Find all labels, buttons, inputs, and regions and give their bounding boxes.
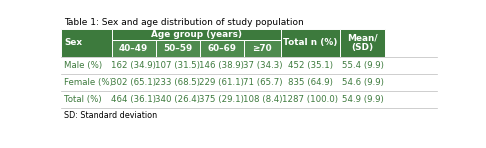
Bar (112, 40, 156, 57)
Text: 229 (61.1): 229 (61.1) (199, 78, 244, 87)
Text: 302 (65.1): 302 (65.1) (111, 78, 156, 87)
Text: 55.4 (9.9): 55.4 (9.9) (342, 61, 383, 70)
Text: 1287 (100.0): 1287 (100.0) (282, 95, 338, 104)
Bar (244, 40, 281, 57)
Bar (112, 57, 156, 74)
Bar (200, 57, 244, 74)
Bar (61, 57, 112, 74)
Bar (156, 91, 200, 108)
Bar (156, 40, 200, 57)
Text: 107 (31.5): 107 (31.5) (155, 61, 200, 70)
Text: Total n (%): Total n (%) (283, 38, 338, 47)
Text: 233 (68.5): 233 (68.5) (155, 78, 200, 87)
Text: Total (%): Total (%) (64, 95, 102, 104)
Bar (281, 29, 340, 57)
Bar (244, 91, 281, 108)
Bar (340, 91, 385, 108)
Bar (200, 91, 244, 108)
Bar (340, 57, 385, 74)
Text: ≥70: ≥70 (252, 44, 272, 53)
Text: 835 (64.9): 835 (64.9) (288, 78, 333, 87)
Bar (200, 74, 244, 91)
Text: 54.9 (9.9): 54.9 (9.9) (342, 95, 383, 104)
Text: Table 1: Sex and age distribution of study population: Table 1: Sex and age distribution of stu… (64, 18, 304, 27)
Bar (281, 91, 340, 108)
Text: 50–59: 50–59 (163, 44, 192, 53)
Bar (156, 57, 200, 74)
Bar (61, 91, 112, 108)
Text: 108 (8.4): 108 (8.4) (243, 95, 282, 104)
Bar (281, 74, 340, 91)
Text: Sex: Sex (65, 38, 83, 47)
Bar (112, 91, 156, 108)
Bar (61, 74, 112, 91)
Bar (281, 57, 340, 74)
Bar (112, 74, 156, 91)
Text: 340 (26.4): 340 (26.4) (155, 95, 200, 104)
Text: Female (%): Female (%) (64, 78, 113, 87)
Bar (200, 40, 244, 57)
Text: 71 (65.7): 71 (65.7) (243, 78, 282, 87)
Bar (61, 29, 112, 57)
Bar (244, 74, 281, 91)
Text: 54.6 (9.9): 54.6 (9.9) (342, 78, 383, 87)
Text: 162 (34.9): 162 (34.9) (111, 61, 156, 70)
Bar (340, 29, 385, 57)
Text: 452 (35.1): 452 (35.1) (288, 61, 333, 70)
Bar (112, 29, 281, 40)
Text: 60–69: 60–69 (207, 44, 236, 53)
Bar (156, 74, 200, 91)
Bar (244, 57, 281, 74)
Text: 375 (29.1): 375 (29.1) (199, 95, 244, 104)
Text: Mean/
(SD): Mean/ (SD) (347, 33, 378, 52)
Text: 146 (38.9): 146 (38.9) (199, 61, 244, 70)
Text: Male (%): Male (%) (64, 61, 102, 70)
Text: Age group (years): Age group (years) (151, 30, 242, 39)
Text: SD: Standard deviation: SD: Standard deviation (64, 111, 157, 120)
Text: 464 (36.1): 464 (36.1) (111, 95, 156, 104)
Text: 40–49: 40–49 (119, 44, 148, 53)
Text: 37 (34.3): 37 (34.3) (243, 61, 282, 70)
Bar (340, 74, 385, 91)
